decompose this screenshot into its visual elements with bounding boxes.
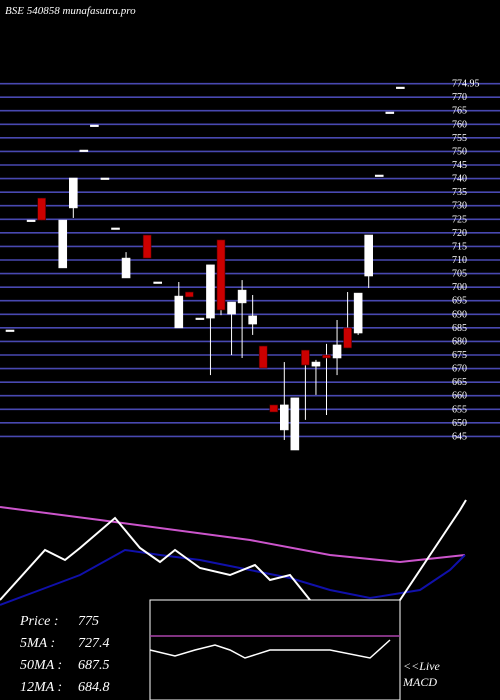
macd-title: <<Live (403, 659, 441, 673)
y-tick-label: 750 (452, 146, 467, 157)
candle-body (195, 317, 205, 320)
y-tick-label: 755 (452, 133, 467, 144)
y-tick-label: 725 (452, 214, 467, 225)
y-tick-label: 700 (452, 282, 467, 293)
candle-body (396, 86, 405, 89)
candle-body (26, 219, 36, 222)
candle-body (290, 397, 300, 451)
candle-body (374, 174, 384, 177)
macd-title: MACD (402, 675, 437, 689)
candle-body (90, 124, 99, 127)
y-tick-label: 735 (452, 187, 467, 198)
candle-body (206, 264, 215, 319)
ma-line (0, 548, 466, 606)
candle-body (174, 295, 184, 329)
legend-value: 775 (78, 614, 99, 629)
candle-body (142, 234, 152, 259)
candle-body (301, 349, 310, 366)
candle-body (311, 361, 321, 367)
y-tick-label: 760 (452, 119, 467, 130)
legend-value: 684.8 (78, 680, 110, 695)
y-tick-label: 765 (452, 106, 467, 117)
y-tick-label: 720 (452, 228, 467, 239)
y-tick-label: 770 (452, 92, 467, 103)
y-tick-label: 695 (452, 296, 467, 307)
candle-body (258, 345, 268, 369)
candle-body (216, 239, 226, 311)
legend-label: 50MA : (20, 658, 62, 673)
candle-body (121, 257, 131, 279)
candle-body (5, 329, 15, 332)
y-tick-label: 670 (452, 364, 467, 375)
y-tick-label: 655 (452, 404, 467, 415)
legend-value: 687.5 (78, 658, 110, 673)
candle-body (58, 219, 68, 269)
candle-body (227, 301, 236, 315)
candle-body (111, 227, 120, 230)
ma-line (0, 506, 466, 564)
y-tick-label: 660 (452, 391, 467, 402)
legend-value: 727.4 (78, 636, 110, 651)
candle-body (185, 291, 194, 298)
candle-body (279, 404, 289, 431)
macd-line (149, 639, 391, 659)
candle-body (343, 327, 352, 349)
y-tick-label: 715 (452, 241, 467, 252)
y-tick-label: 665 (452, 377, 467, 388)
candle-body (322, 354, 331, 359)
y-tick-label: 685 (452, 323, 467, 334)
candle-body (248, 315, 257, 325)
legend-label: 5MA : (20, 636, 55, 651)
legend-label: 12MA : (20, 680, 62, 695)
y-tick-label: 740 (452, 174, 467, 185)
candle-body (353, 292, 363, 334)
chart-title: BSE 540858 munafasutra.pro (5, 5, 136, 17)
legend-label: Price : (19, 614, 58, 629)
y-tick-label: 650 (452, 418, 467, 429)
candle-body (385, 111, 395, 114)
y-tick-label: 745 (452, 160, 467, 171)
y-tick-label: 690 (452, 309, 467, 320)
candle-body (79, 149, 89, 152)
candle-body (332, 344, 342, 359)
y-tick-label: 645 (452, 431, 467, 442)
y-tick-label: 675 (452, 350, 467, 361)
candle-body (364, 234, 374, 277)
y-tick-label: 710 (452, 255, 467, 266)
candle-body (37, 197, 46, 221)
y-tick-label: 774.95 (452, 79, 480, 90)
candle-body (237, 289, 247, 304)
candle-body (269, 404, 279, 413)
candle-body (153, 281, 162, 284)
y-tick-label: 705 (452, 269, 467, 280)
y-tick-label: 730 (452, 201, 467, 212)
y-tick-label: 680 (452, 336, 467, 347)
candle-body (100, 177, 110, 180)
candle-body (69, 177, 78, 209)
